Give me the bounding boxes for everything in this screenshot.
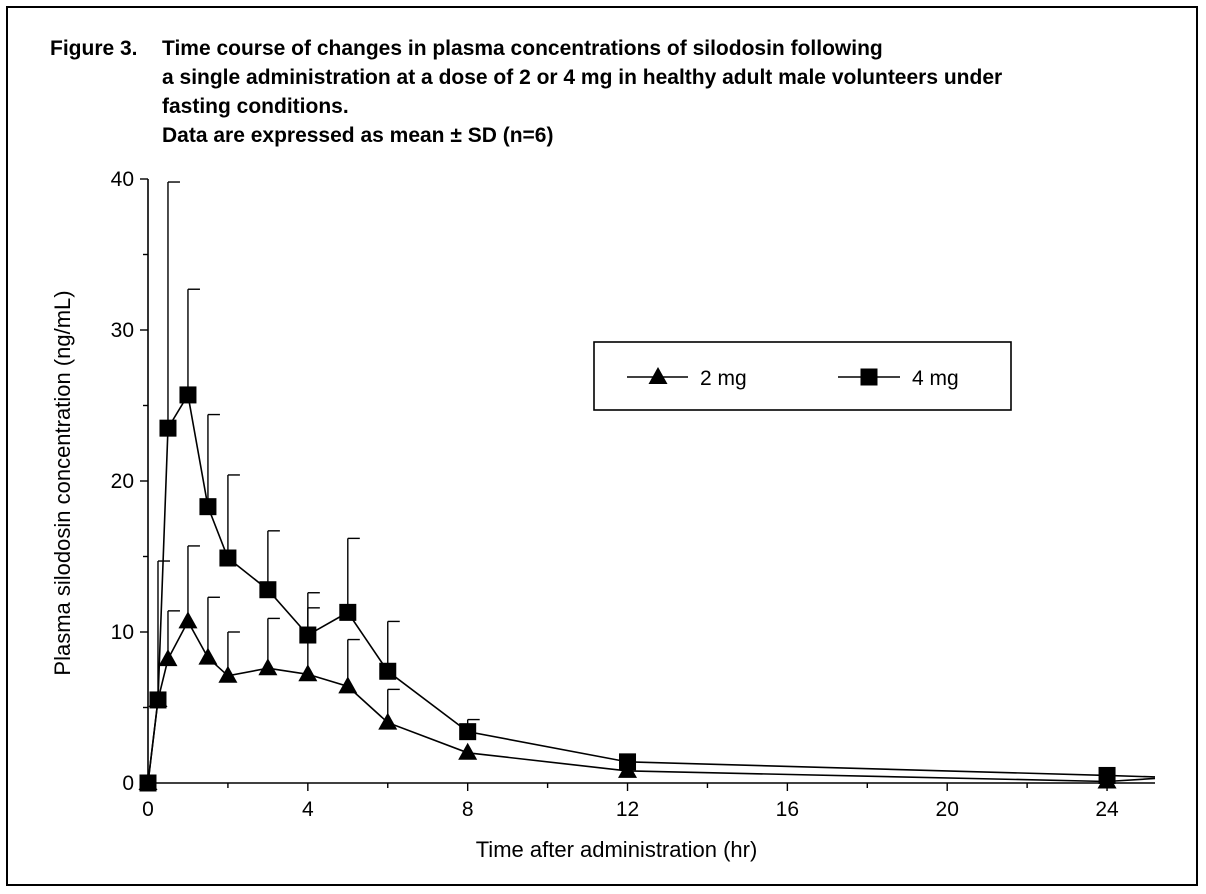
data-point-4mg bbox=[259, 581, 277, 599]
data-point-4mg bbox=[339, 603, 357, 621]
y-tick-label: 10 bbox=[111, 621, 134, 644]
data-point-4mg bbox=[619, 753, 637, 771]
data-point-2mg bbox=[258, 658, 278, 676]
data-point-4mg bbox=[1098, 766, 1116, 784]
data-point-4mg bbox=[149, 691, 167, 709]
series-line-2mg bbox=[147, 619, 1156, 784]
x-axis-label: Time after administration (hr) bbox=[476, 837, 758, 862]
data-point-2mg bbox=[198, 647, 218, 665]
series-line-4mg bbox=[147, 392, 1156, 784]
data-point-4mg bbox=[459, 723, 477, 741]
x-tick-label: 16 bbox=[776, 798, 799, 821]
x-tick-label: 20 bbox=[936, 798, 959, 821]
figure-caption: Figure 3. Time course of changes in plasm… bbox=[50, 34, 1002, 150]
legend-label-2mg: 2 mg bbox=[700, 367, 747, 390]
y-tick-label: 0 bbox=[122, 772, 134, 795]
caption-line-3: fasting conditions. bbox=[162, 95, 349, 118]
x-tick-label: 24 bbox=[1095, 798, 1119, 821]
data-point-4mg bbox=[219, 549, 237, 567]
legend-marker-2mg bbox=[648, 367, 668, 384]
data-point-2mg bbox=[298, 664, 318, 682]
data-point-2mg bbox=[378, 712, 398, 730]
caption-line-4: Data are expressed as mean ± SD (n=6) bbox=[162, 124, 554, 147]
caption-line-2: a single administration at a dose of 2 o… bbox=[162, 66, 1003, 89]
legend-marker-4mg bbox=[860, 368, 878, 386]
caption-text-1: Time course of changes in plasma concent… bbox=[162, 37, 883, 60]
x-tick-label: 0 bbox=[142, 798, 154, 821]
x-tick-label: 4 bbox=[302, 798, 314, 821]
data-point-2mg bbox=[458, 742, 478, 760]
y-tick-label: 20 bbox=[111, 470, 134, 493]
data-point-4mg bbox=[139, 774, 157, 792]
caption-line-1: Figure 3. Time course of changes in plasm… bbox=[50, 34, 1002, 63]
y-tick-label: 30 bbox=[111, 319, 134, 342]
x-tick-label: 8 bbox=[462, 798, 474, 821]
y-axis-label: Plasma silodosin concentration (ng/mL) bbox=[50, 290, 75, 675]
y-tick-label: 40 bbox=[111, 168, 134, 191]
data-point-4mg bbox=[299, 626, 317, 644]
figure-label: Figure 3. bbox=[50, 37, 138, 60]
data-point-4mg bbox=[199, 498, 217, 516]
data-point-2mg bbox=[158, 649, 178, 667]
data-point-4mg bbox=[379, 662, 397, 680]
data-point-2mg bbox=[178, 611, 198, 629]
legend-label-4mg: 4 mg bbox=[912, 367, 959, 390]
x-tick-label: 12 bbox=[616, 798, 639, 821]
legend-box bbox=[593, 341, 1012, 411]
figure-frame bbox=[6, 6, 1198, 886]
data-point-4mg bbox=[159, 419, 177, 437]
data-point-2mg bbox=[338, 676, 358, 694]
data-point-2mg bbox=[218, 665, 238, 683]
data-point-4mg bbox=[179, 386, 197, 404]
